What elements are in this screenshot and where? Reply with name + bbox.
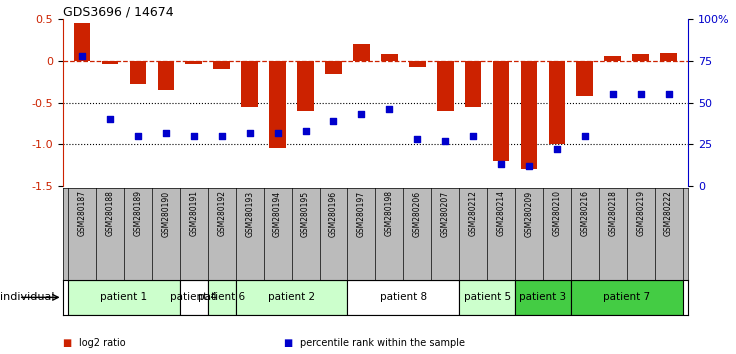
Bar [325, 61, 342, 74]
Bar [102, 61, 118, 64]
Text: GSM280193: GSM280193 [245, 190, 254, 236]
Bar [269, 61, 286, 148]
Text: patient 4: patient 4 [170, 292, 217, 302]
Point [77, 53, 88, 59]
Bar [353, 44, 369, 61]
Point [244, 130, 255, 136]
Bar [180, 280, 208, 315]
Bar [436, 61, 453, 111]
Text: patient 3: patient 3 [520, 292, 567, 302]
Text: GSM280210: GSM280210 [553, 190, 562, 236]
Text: ■: ■ [63, 338, 72, 348]
Text: GSM280188: GSM280188 [105, 190, 115, 236]
Text: GSM280195: GSM280195 [301, 190, 310, 236]
Bar [347, 280, 459, 315]
Text: GSM280212: GSM280212 [469, 190, 478, 236]
Text: patient 1: patient 1 [100, 292, 147, 302]
Point [523, 163, 535, 169]
Bar [68, 280, 180, 315]
Bar [459, 280, 515, 315]
Point [551, 147, 563, 152]
Point [216, 133, 227, 139]
Bar [74, 23, 91, 61]
Text: percentile rank within the sample: percentile rank within the sample [300, 338, 464, 348]
Point [662, 91, 674, 97]
Point [300, 128, 311, 134]
Bar [520, 61, 537, 169]
Text: ■: ■ [283, 338, 293, 348]
Point [439, 138, 451, 144]
Text: GSM280197: GSM280197 [357, 190, 366, 236]
Text: patient 8: patient 8 [380, 292, 427, 302]
Bar [660, 53, 677, 61]
Bar [464, 61, 481, 107]
Bar [492, 61, 509, 161]
Bar [409, 61, 425, 67]
Bar [208, 280, 236, 315]
Bar [515, 280, 571, 315]
Bar [576, 61, 593, 96]
Bar [185, 61, 202, 64]
Text: GSM280219: GSM280219 [636, 190, 645, 236]
Point [495, 161, 507, 167]
Bar [236, 280, 347, 315]
Text: GSM280192: GSM280192 [217, 190, 226, 236]
Point [188, 133, 199, 139]
Bar [548, 61, 565, 144]
Point [467, 133, 479, 139]
Text: GSM280196: GSM280196 [329, 190, 338, 236]
Point [383, 107, 395, 112]
Text: GDS3696 / 14674: GDS3696 / 14674 [63, 5, 173, 18]
Bar [297, 61, 314, 111]
Point [132, 133, 144, 139]
Bar [571, 280, 682, 315]
Text: GSM280194: GSM280194 [273, 190, 282, 236]
Point [579, 133, 591, 139]
Bar [213, 61, 230, 69]
Text: GSM280216: GSM280216 [580, 190, 590, 236]
Bar [381, 55, 397, 61]
Text: patient 7: patient 7 [604, 292, 651, 302]
Text: GSM280209: GSM280209 [525, 190, 534, 236]
Text: GSM280206: GSM280206 [413, 190, 422, 236]
Text: patient 2: patient 2 [268, 292, 315, 302]
Text: GSM280218: GSM280218 [608, 190, 618, 236]
Text: log2 ratio: log2 ratio [79, 338, 125, 348]
Text: individual: individual [0, 292, 54, 302]
Text: GSM280207: GSM280207 [441, 190, 450, 236]
Point [272, 130, 283, 136]
Text: patient 5: patient 5 [464, 292, 511, 302]
Bar [604, 56, 621, 61]
Point [634, 91, 646, 97]
Text: GSM280222: GSM280222 [664, 190, 673, 236]
Text: GSM280189: GSM280189 [133, 190, 143, 236]
Bar [130, 61, 146, 84]
Point [105, 116, 116, 122]
Point [607, 91, 619, 97]
Text: GSM280190: GSM280190 [161, 190, 171, 236]
Point [411, 136, 423, 142]
Text: GSM280187: GSM280187 [77, 190, 87, 236]
Point [160, 130, 171, 136]
Bar [241, 61, 258, 107]
Point [355, 112, 367, 117]
Text: GSM280191: GSM280191 [189, 190, 198, 236]
Bar [632, 55, 649, 61]
Text: GSM280214: GSM280214 [497, 190, 506, 236]
Bar [158, 61, 174, 90]
Text: patient 6: patient 6 [198, 292, 245, 302]
Text: GSM280198: GSM280198 [385, 190, 394, 236]
Point [328, 118, 339, 124]
